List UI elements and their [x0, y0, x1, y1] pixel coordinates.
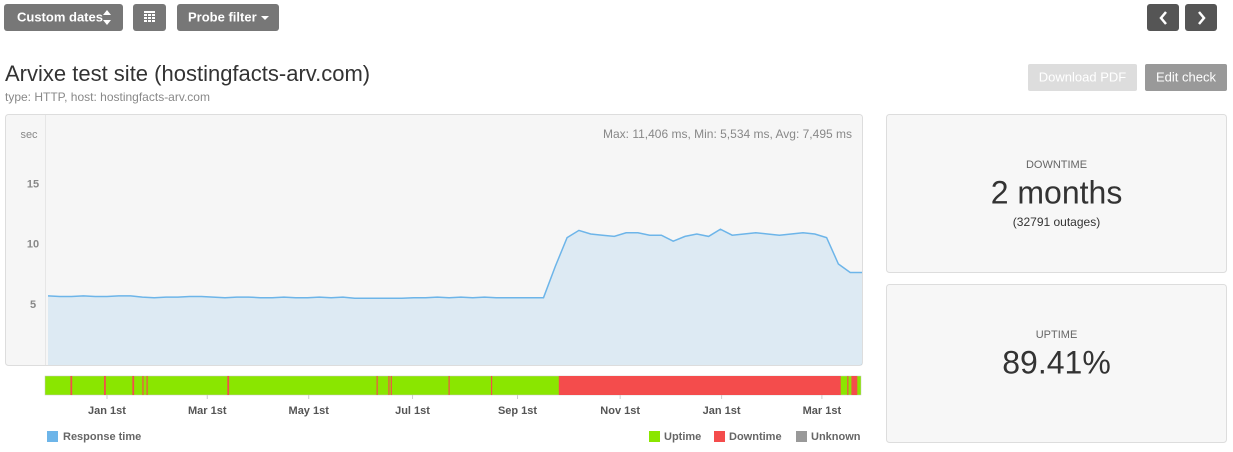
- outage-segment: [490, 376, 493, 395]
- x-tick-label: Jan 1st: [703, 405, 741, 417]
- uptime-value: 89.41%: [1002, 344, 1111, 380]
- download-pdf-label: Download PDF: [1039, 69, 1126, 84]
- downtime-value: 2 months: [991, 174, 1123, 210]
- outage-segment: [227, 376, 230, 395]
- chart-panel: [5, 114, 863, 366]
- legend-label: Response time: [63, 431, 141, 443]
- legend-swatch: [796, 431, 807, 442]
- outage-segment: [847, 376, 849, 395]
- custom-dates-button[interactable]: [4, 4, 123, 31]
- sort-icon: [103, 10, 111, 25]
- outage-segment: [388, 376, 390, 395]
- prev-icon: [1159, 11, 1167, 25]
- x-tick-label: Jan 1st: [88, 405, 126, 417]
- page-title: Arvixe test site (hostingfacts-arv.com): [5, 61, 370, 86]
- y-tick-label: 10: [27, 239, 39, 251]
- outage-segment: [376, 376, 378, 395]
- calendar-icon: [144, 11, 155, 22]
- edit-check-label: Edit check: [1156, 69, 1216, 84]
- y-tick-label: 15: [27, 179, 39, 191]
- custom-dates-label: Custom dates: [17, 9, 103, 24]
- next-button[interactable]: [1185, 4, 1217, 31]
- outage-segment: [70, 376, 73, 395]
- outage-segment: [146, 376, 148, 395]
- series-line: [47, 228, 862, 300]
- download-pdf-button[interactable]: [1028, 64, 1137, 91]
- outage-segment: [851, 376, 858, 395]
- downtime-detail: (32791 outages): [1013, 215, 1100, 229]
- legend-swatch: [714, 431, 725, 442]
- caret-icon: [261, 16, 269, 20]
- area-fill: [48, 229, 862, 365]
- outage-segment: [390, 376, 392, 395]
- legend-swatch: [47, 431, 58, 442]
- downtime-panel: [886, 114, 1227, 273]
- uptime-label: UPTIME: [1036, 329, 1078, 341]
- next-icon: [1198, 11, 1206, 25]
- legend-swatch: [649, 431, 660, 442]
- x-tick-label: May 1st: [289, 405, 330, 417]
- downtime-label: DOWNTIME: [1026, 159, 1087, 171]
- x-tick-label: Nov 1st: [600, 405, 640, 417]
- probe-filter-label: Probe filter: [188, 9, 257, 24]
- outage-segment: [448, 376, 450, 395]
- chart-annotation: Max: 11,406 ms, Min: 5,534 ms, Avg: 7,49…: [603, 127, 852, 141]
- legend-label: Uptime: [664, 431, 701, 443]
- legend-label: Downtime: [729, 431, 782, 443]
- probe-filter-button[interactable]: [177, 4, 279, 31]
- y-axis-label: sec: [20, 129, 38, 141]
- outage-segment: [104, 376, 106, 395]
- edit-check-button[interactable]: [1145, 64, 1227, 91]
- x-tick-label: Sep 1st: [498, 405, 537, 417]
- outage-segment: [132, 376, 135, 395]
- x-tick-label: Jul 1st: [395, 405, 430, 417]
- outage-segment: [142, 376, 144, 395]
- page-subtitle: type: HTTP, host: hostingfacts-arv.com: [5, 90, 210, 104]
- x-tick-label: Mar 1st: [803, 405, 842, 417]
- uptime-panel: [886, 284, 1227, 443]
- outage-segment: [558, 376, 841, 395]
- x-tick-label: Mar 1st: [188, 405, 227, 417]
- y-tick-label: 5: [30, 299, 36, 311]
- legend-label: Unknown: [811, 431, 861, 443]
